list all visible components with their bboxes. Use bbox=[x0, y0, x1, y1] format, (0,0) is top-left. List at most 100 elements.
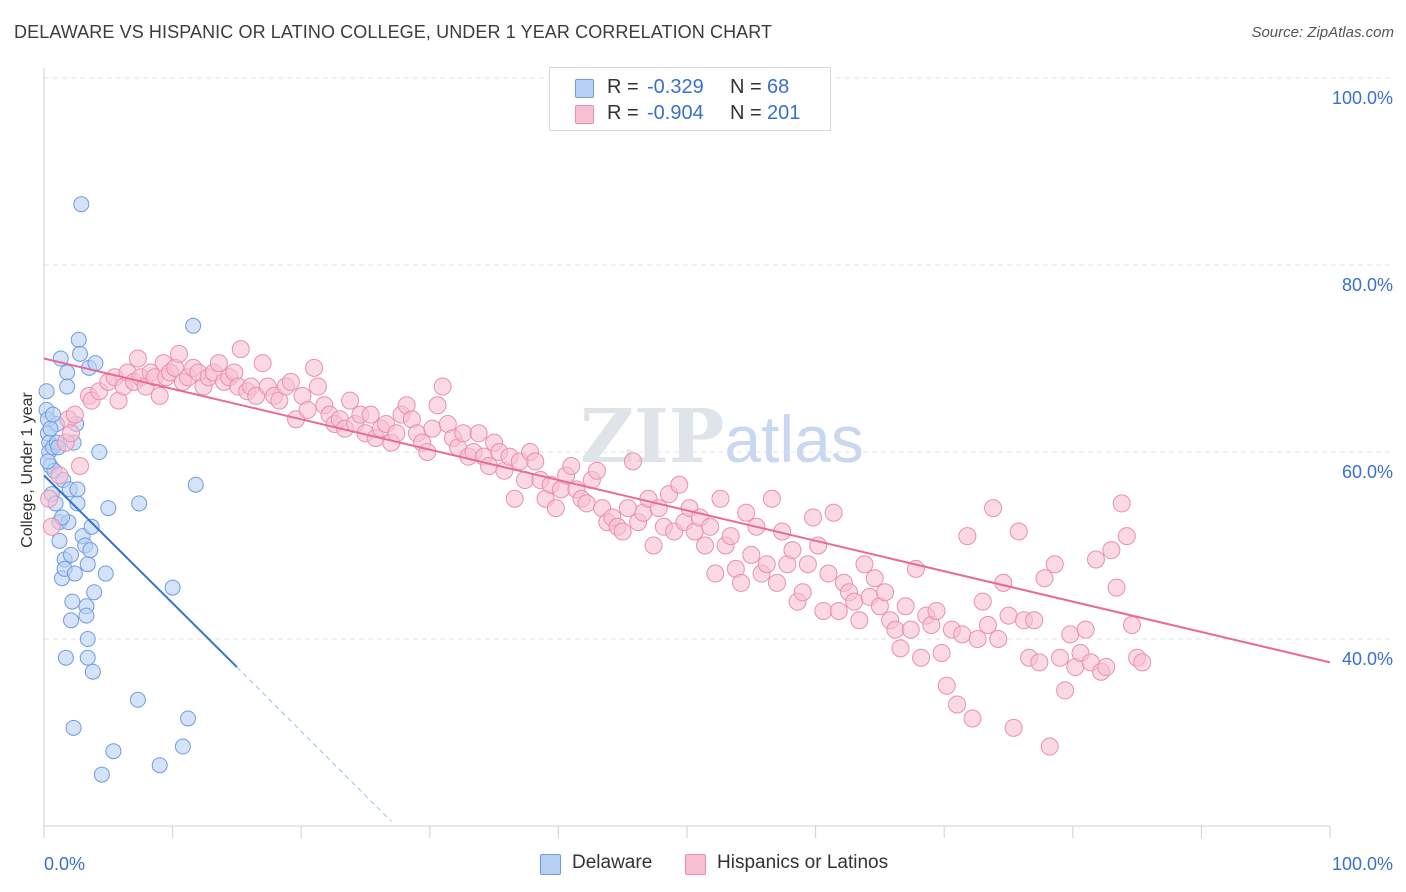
trend-lines bbox=[43, 357, 1331, 822]
delaware-point bbox=[70, 331, 87, 348]
delaware-point bbox=[151, 757, 168, 774]
hispanic-point bbox=[850, 611, 869, 630]
hispanic-point bbox=[711, 489, 730, 508]
hispanic-point bbox=[706, 564, 725, 583]
hispanic-point bbox=[984, 499, 1003, 518]
hispanic-point bbox=[829, 601, 848, 620]
hispanic-point bbox=[1102, 541, 1121, 560]
delaware-point bbox=[45, 406, 62, 423]
chart-source: Source: ZipAtlas.com bbox=[1251, 24, 1394, 41]
hispanic-point bbox=[587, 461, 606, 480]
legend-r-value: -0.904 bbox=[647, 102, 704, 124]
watermark: ZIPatlas bbox=[580, 394, 864, 480]
delaware-point bbox=[69, 481, 86, 498]
hispanic-point bbox=[644, 536, 663, 555]
hispanic-point bbox=[341, 391, 360, 410]
x-tick-label: 0.0% bbox=[44, 854, 85, 874]
hispanic-point bbox=[128, 349, 147, 368]
tick-labels: 100.0% 80.0% 60.0% 40.0% 0.0% 100.0% bbox=[44, 88, 1393, 874]
hispanic-point bbox=[469, 424, 488, 443]
hispanic-point bbox=[1004, 718, 1023, 737]
y-tick-label: 100.0% bbox=[1332, 88, 1393, 108]
hispanic-point bbox=[732, 573, 751, 592]
hispanic-point bbox=[1112, 494, 1131, 513]
hispanic-point bbox=[1133, 653, 1152, 672]
y-tick-label: 40.0% bbox=[1342, 649, 1393, 669]
hispanic-point bbox=[562, 457, 581, 476]
hispanic-point bbox=[876, 583, 895, 602]
delaware-point bbox=[64, 593, 81, 610]
hispanic-point bbox=[978, 615, 997, 634]
delaware-point bbox=[187, 476, 204, 493]
hispanic-point bbox=[231, 340, 250, 359]
hispanic-point bbox=[1030, 653, 1049, 672]
hispanic-point bbox=[701, 517, 720, 536]
bottom-legend-swatch-hispanic bbox=[685, 854, 706, 875]
hispanic-point bbox=[845, 592, 864, 611]
hispanic-point bbox=[783, 541, 802, 560]
hispanic-point bbox=[804, 508, 823, 527]
hispanic-point bbox=[757, 555, 776, 574]
hispanic-point bbox=[1107, 578, 1126, 597]
chart-title: DELAWARE VS HISPANIC OR LATINO COLLEGE, … bbox=[14, 22, 773, 42]
hispanic-point bbox=[1076, 620, 1095, 639]
legend-n-label: N = bbox=[730, 76, 762, 98]
hispanic-point bbox=[150, 386, 169, 405]
hispanic-point bbox=[855, 555, 874, 574]
hispanic-point bbox=[963, 709, 982, 728]
hispanic-point bbox=[42, 517, 61, 536]
delaware-point bbox=[72, 345, 89, 362]
hispanic-point bbox=[1050, 648, 1069, 667]
hispanic-point bbox=[1035, 569, 1054, 588]
hispanic-point bbox=[793, 583, 812, 602]
delaware-point bbox=[79, 631, 96, 647]
hispanic-point bbox=[71, 457, 90, 476]
hispanic-point bbox=[1045, 555, 1064, 574]
delaware-point bbox=[51, 532, 68, 549]
hispanic-point bbox=[912, 648, 931, 667]
hispanic-point bbox=[418, 443, 437, 461]
hispanic-point bbox=[896, 597, 915, 616]
hispanic-point bbox=[932, 644, 951, 663]
hispanic-point bbox=[1086, 550, 1105, 569]
delaware-point bbox=[59, 378, 76, 395]
legend-swatch-hispanic bbox=[575, 105, 594, 124]
delaware-point bbox=[82, 542, 99, 559]
hispanic-point bbox=[814, 601, 833, 620]
legend-n-value: 68 bbox=[767, 76, 790, 98]
hispanic-point bbox=[526, 452, 545, 471]
delaware-point bbox=[164, 579, 181, 596]
legend-swatch-delaware bbox=[575, 79, 594, 98]
hispanic-point bbox=[305, 358, 324, 377]
hispanic-point bbox=[937, 676, 956, 695]
hispanic-point bbox=[1122, 615, 1141, 634]
hispanic-point bbox=[505, 489, 524, 508]
delaware-point bbox=[131, 495, 148, 512]
hispanic-point bbox=[721, 527, 740, 546]
hispanic-trend-line bbox=[43, 357, 1331, 664]
delaware-point bbox=[97, 565, 114, 582]
hispanic-point bbox=[886, 620, 905, 639]
delaware-point bbox=[86, 584, 103, 601]
hispanic-point bbox=[361, 405, 380, 424]
delaware-point bbox=[91, 444, 108, 460]
legend-n-label: N = bbox=[730, 102, 762, 124]
hispanic-point bbox=[65, 405, 84, 424]
hispanic-point bbox=[298, 400, 317, 419]
delaware-point bbox=[78, 607, 95, 624]
hispanic-point bbox=[209, 354, 228, 373]
legend-r-label: R = bbox=[607, 102, 639, 124]
legend-n-value: 201 bbox=[767, 102, 801, 124]
hispanic-point bbox=[768, 573, 787, 592]
hispanic-point bbox=[1040, 737, 1059, 756]
delaware-point bbox=[93, 766, 110, 783]
delaware-point bbox=[63, 612, 80, 629]
correlation-legend: R = -0.329 N = 68 R = -0.904 N = 201 bbox=[549, 67, 831, 131]
delaware-point bbox=[79, 649, 96, 666]
bottom-legend-swatch-delaware bbox=[540, 854, 561, 875]
hispanic-point bbox=[948, 695, 967, 714]
y-tick-label: 60.0% bbox=[1342, 462, 1393, 482]
hispanic-point bbox=[762, 489, 781, 508]
hispanic-point bbox=[696, 536, 715, 555]
